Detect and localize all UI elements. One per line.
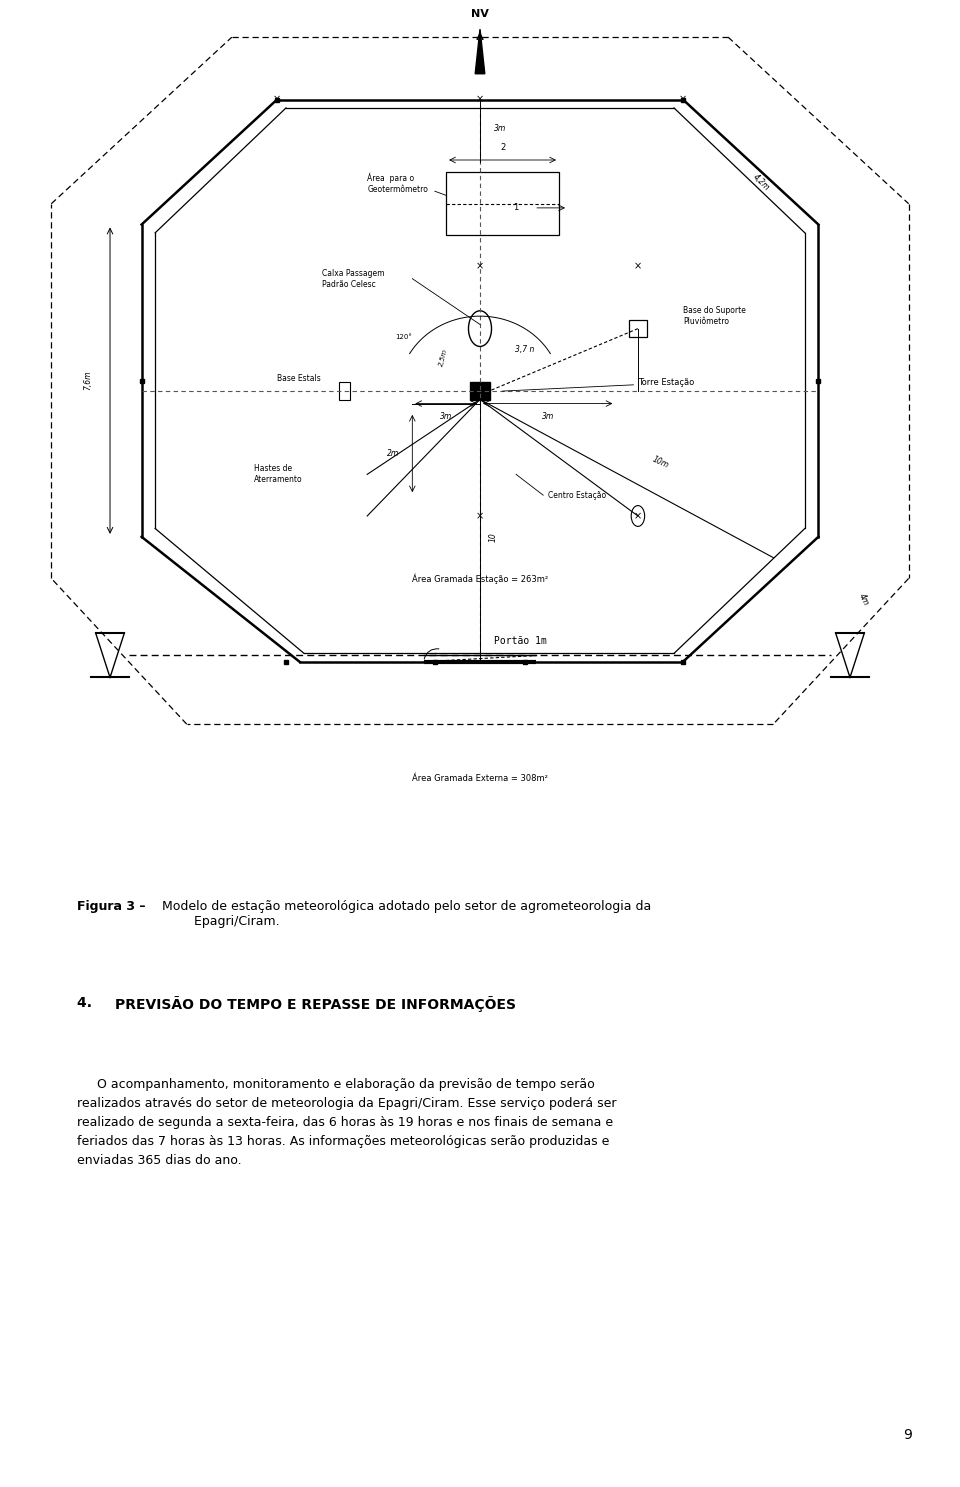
Text: ×: × <box>634 512 642 520</box>
Text: 2,5m: 2,5m <box>439 348 449 367</box>
Text: 3,7 n: 3,7 n <box>516 345 535 354</box>
Text: PREVISÃO DO TEMPO E REPASSE DE INFORMAÇÕES: PREVISÃO DO TEMPO E REPASSE DE INFORMAÇÕ… <box>115 996 516 1013</box>
Bar <box>469 382 491 400</box>
Text: ×: × <box>476 262 484 271</box>
Text: 4.: 4. <box>77 996 102 1010</box>
Text: Área Gramada Externa = 308m²: Área Gramada Externa = 308m² <box>412 773 548 782</box>
Text: ×: × <box>273 95 281 104</box>
Text: 4,2m: 4,2m <box>751 172 771 193</box>
Text: Figura 3 –: Figura 3 – <box>77 900 145 913</box>
Text: 3m: 3m <box>440 412 452 421</box>
Bar <box>339 382 350 400</box>
Text: 2m: 2m <box>387 449 398 458</box>
Text: 10m: 10m <box>651 454 670 470</box>
Text: 9: 9 <box>903 1429 912 1442</box>
Text: 3m: 3m <box>541 412 554 421</box>
Text: ×: × <box>679 95 687 104</box>
Text: Área  para o
Geotermômetro: Área para o Geotermômetro <box>367 172 428 193</box>
Text: 4m: 4m <box>857 592 870 607</box>
Text: Modelo de estação meteorológica adotado pelo setor de agrometeorologia da
      : Modelo de estação meteorológica adotado … <box>158 900 652 928</box>
Text: ×: × <box>476 512 484 520</box>
Text: Calxa Passagem
Padrão Celesc: Calxa Passagem Padrão Celesc <box>323 269 385 288</box>
Text: Centro Estação: Centro Estação <box>547 491 606 500</box>
Text: 7,6m: 7,6m <box>83 370 92 391</box>
Text: ×: × <box>476 95 484 104</box>
Text: Torre Estação: Torre Estação <box>637 378 694 387</box>
Text: 2: 2 <box>500 143 505 152</box>
Text: O acompanhamento, monitoramento e elaboração da previsão de tempo serão
realizad: O acompanhamento, monitoramento e elabor… <box>77 1078 616 1167</box>
Bar <box>629 320 647 338</box>
Text: 10: 10 <box>489 532 498 541</box>
Text: Portão 1m: Portão 1m <box>493 636 546 645</box>
Text: NV: NV <box>471 9 489 19</box>
Text: ×: × <box>634 262 642 271</box>
Text: Base Estals: Base Estals <box>276 375 321 384</box>
Text: 3m: 3m <box>493 125 506 134</box>
Bar <box>446 172 559 235</box>
Text: 1: 1 <box>514 204 518 213</box>
Polygon shape <box>475 30 485 74</box>
Text: 120°: 120° <box>395 335 412 341</box>
Text: Hastes de
Aterramento: Hastes de Aterramento <box>254 464 303 485</box>
Text: Área Gramada Estação = 263m²: Área Gramada Estação = 263m² <box>412 572 548 584</box>
Text: Base do Suporte
Pluviômetro: Base do Suporte Pluviômetro <box>683 306 746 326</box>
